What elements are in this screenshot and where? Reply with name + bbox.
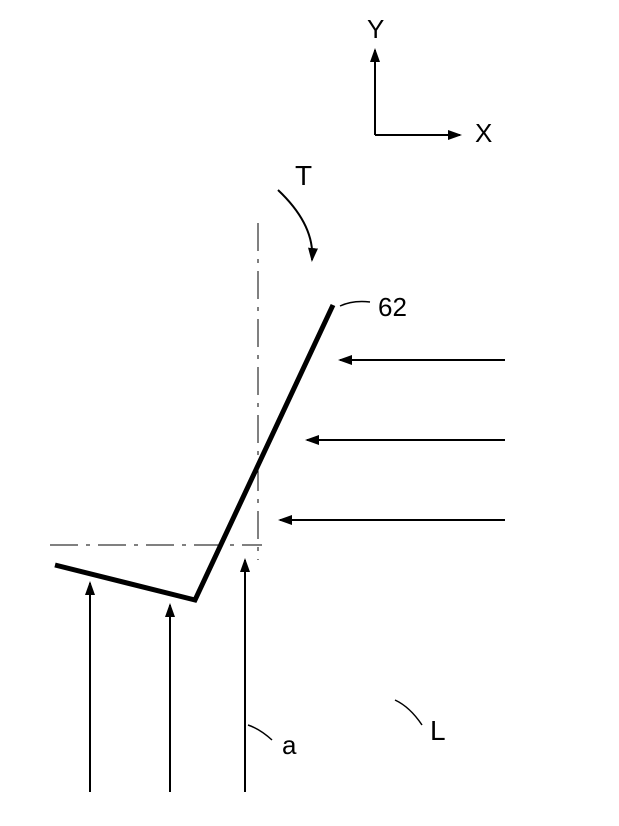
blade-profile <box>55 305 333 600</box>
label-a-text: a <box>282 730 297 760</box>
y-axis-label: Y <box>367 14 384 44</box>
torque-label: T <box>295 160 312 191</box>
label-62-text: 62 <box>378 292 407 322</box>
x-axis-label: X <box>475 118 492 148</box>
label-l-text: L <box>430 715 446 746</box>
label-62-leader <box>340 302 370 307</box>
label-a-leader <box>248 725 272 740</box>
label-l-leader <box>395 700 422 725</box>
torque-arc <box>278 190 312 260</box>
